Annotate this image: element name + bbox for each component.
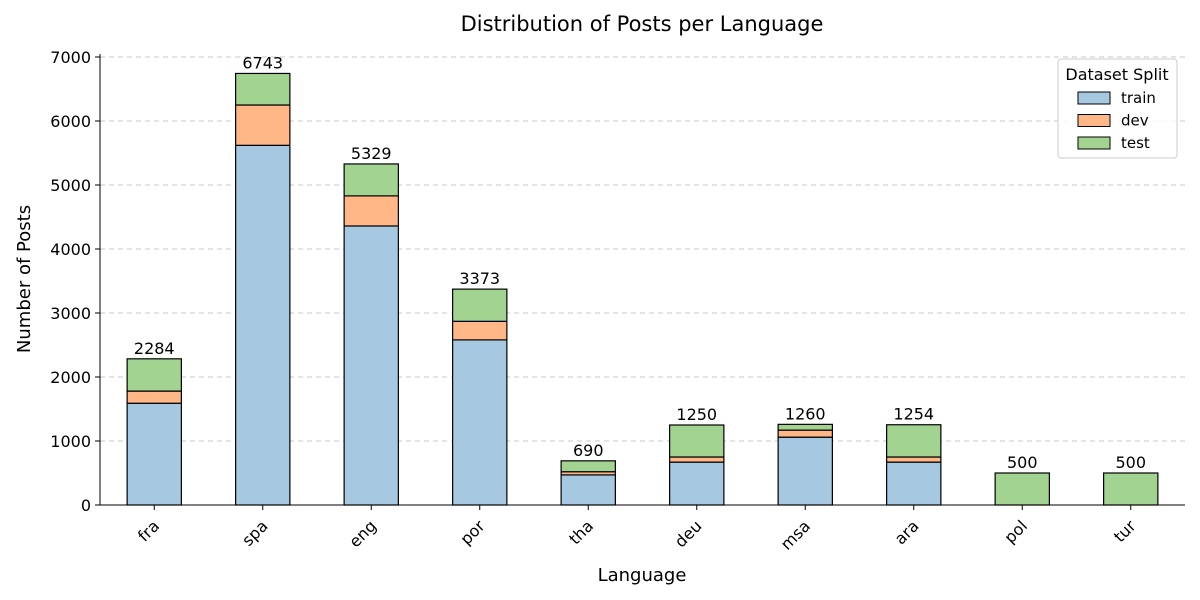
data-label-tha: 690 bbox=[573, 441, 604, 460]
data-label-spa: 6743 bbox=[242, 53, 283, 72]
y-tick-label: 0 bbox=[81, 496, 91, 515]
y-tick-label: 4000 bbox=[50, 240, 91, 259]
bar-eng-dev bbox=[343, 195, 399, 227]
x-tick-label-por: por bbox=[456, 516, 488, 548]
bar-spa-dev bbox=[235, 104, 291, 146]
bar-fra-dev bbox=[126, 390, 182, 404]
data-label-tur: 500 bbox=[1115, 453, 1146, 472]
bar-ara-dev bbox=[886, 456, 942, 463]
y-tick-label: 3000 bbox=[50, 304, 91, 323]
y-tick-label: 2000 bbox=[50, 368, 91, 387]
bar-por-test bbox=[452, 288, 508, 322]
legend: Dataset Split train dev test bbox=[1057, 58, 1178, 159]
legend-swatch-train bbox=[1077, 91, 1111, 105]
data-label-deu: 1250 bbox=[676, 405, 717, 424]
bar-spa-train bbox=[235, 144, 291, 506]
legend-label-train: train bbox=[1121, 89, 1156, 107]
x-tick-label-eng: eng bbox=[345, 516, 380, 551]
data-label-eng: 5329 bbox=[351, 144, 392, 163]
x-tick-label-fra: fra bbox=[134, 516, 163, 545]
y-axis-label: Number of Posts bbox=[14, 205, 35, 353]
x-tick-label-tha: tha bbox=[565, 516, 597, 548]
data-label-por: 3373 bbox=[459, 269, 500, 288]
legend-swatch-dev bbox=[1077, 114, 1111, 127]
bar-spa-test bbox=[235, 72, 291, 106]
bar-msa-train bbox=[777, 436, 833, 506]
bars bbox=[126, 72, 1159, 506]
x-tick-label-tur: tur bbox=[1110, 516, 1140, 546]
bar-msa-test bbox=[777, 423, 833, 431]
bar-deu-train bbox=[669, 461, 725, 506]
y-tick-label: 5000 bbox=[50, 176, 91, 195]
x-tick-label-msa: msa bbox=[777, 516, 814, 553]
bar-fra-test bbox=[126, 358, 182, 392]
bar-tur-test bbox=[1103, 472, 1159, 506]
x-tick-label-spa: spa bbox=[238, 516, 271, 549]
data-label-ara: 1254 bbox=[893, 405, 934, 424]
y-tick-label: 1000 bbox=[50, 432, 91, 451]
legend-label-dev: dev bbox=[1121, 112, 1149, 130]
data-label-msa: 1260 bbox=[785, 404, 826, 423]
bar-deu-test bbox=[669, 424, 725, 458]
chart-title: Distribution of Posts per Language bbox=[461, 12, 824, 36]
y-tick-label: 7000 bbox=[50, 48, 91, 67]
x-tick-label-pol: pol bbox=[1000, 516, 1031, 547]
data-labels: 2284 6743 5329 3373 690 1250 1260 1254 500 500 bbox=[134, 53, 1146, 472]
bar-pol-test bbox=[994, 472, 1050, 506]
x-axis-label: Language bbox=[598, 565, 687, 586]
legend-swatch-test bbox=[1077, 136, 1111, 150]
bar-fra-train bbox=[126, 402, 182, 506]
bar-por-train bbox=[452, 339, 508, 506]
x-tick-label-ara: ara bbox=[891, 516, 923, 548]
bar-eng-test bbox=[343, 163, 399, 197]
y-tick-label: 6000 bbox=[50, 112, 91, 131]
legend-title: Dataset Split bbox=[1065, 65, 1168, 84]
bar-tha-train bbox=[560, 474, 616, 506]
data-label-fra: 2284 bbox=[134, 339, 175, 358]
x-tick-label-deu: deu bbox=[671, 516, 706, 551]
legend-box bbox=[1057, 58, 1178, 159]
data-label-pol: 500 bbox=[1007, 453, 1038, 472]
bar-ara-train bbox=[886, 461, 942, 506]
bar-eng-train bbox=[343, 225, 399, 506]
bar-msa-dev bbox=[777, 429, 833, 438]
bar-deu-dev bbox=[669, 456, 725, 463]
bar-tha-test bbox=[560, 460, 616, 473]
legend-label-test: test bbox=[1121, 134, 1150, 152]
bar-ara-test bbox=[886, 424, 942, 458]
bar-por-dev bbox=[452, 320, 508, 341]
